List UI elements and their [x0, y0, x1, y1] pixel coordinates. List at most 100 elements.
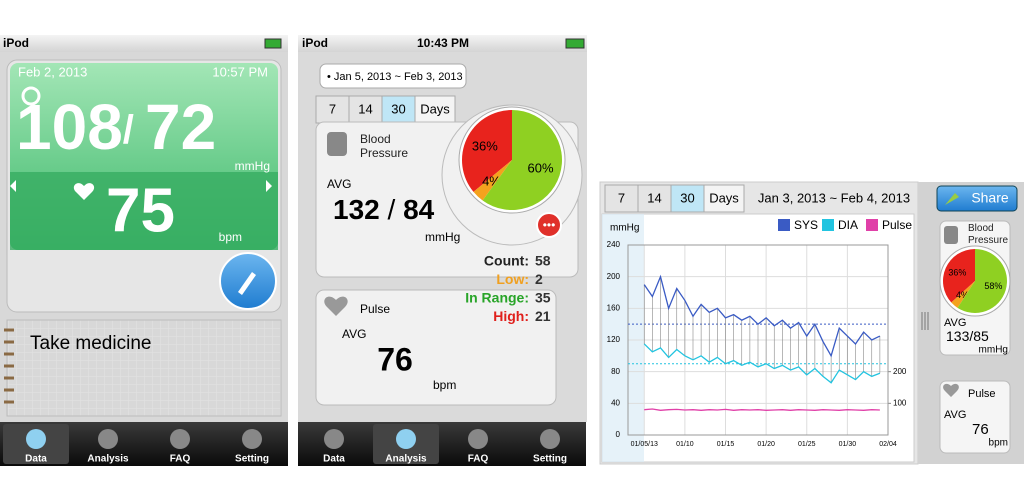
tab-icon[interactable] — [98, 429, 118, 449]
legend-swatch — [822, 219, 834, 231]
period-tabs: 7 14 30 Days — [604, 184, 745, 213]
stat-value: 21 — [535, 308, 551, 324]
carrier: iPod — [302, 36, 328, 50]
period-unit-box — [703, 184, 745, 213]
tab-icon[interactable] — [26, 429, 46, 449]
period-label: 14 — [358, 101, 372, 116]
pie-label: 4% — [956, 290, 969, 300]
heart-icon — [324, 296, 348, 316]
pie-slice — [942, 249, 975, 303]
status-bar — [298, 35, 587, 52]
period-tab[interactable] — [348, 95, 383, 124]
x-tick-label: 01/05/13 — [631, 441, 658, 448]
more-button[interactable] — [536, 212, 562, 238]
y2-tick-label: 100 — [893, 398, 907, 407]
pulse-card — [939, 380, 1011, 454]
rings — [4, 328, 14, 404]
bp-unit: mmHg — [235, 159, 270, 173]
period-unit: Days — [709, 190, 739, 205]
plot-frame — [627, 244, 889, 436]
pulse-band — [10, 172, 278, 250]
bp-avg: 132 / 84 — [333, 194, 435, 225]
stats: Count: 58 Low: 2 In Range: 35 High: 21 — [465, 253, 551, 325]
pen-icon — [238, 272, 256, 295]
y-tick-label: 240 — [607, 240, 621, 249]
y2-tick-label: 200 — [893, 367, 907, 376]
period-tab[interactable] — [637, 184, 672, 213]
legend-label: DIA — [838, 218, 858, 232]
pulse-unit: bpm — [989, 438, 1008, 449]
bp-value: 108/ 72 — [16, 91, 216, 163]
y-tick-label: 0 — [616, 430, 621, 439]
legend-label: SYS — [794, 218, 818, 232]
heart-icon — [73, 183, 95, 200]
time: 10:43 PM — [417, 36, 469, 50]
stat-value: 58 — [535, 253, 551, 269]
y-tick-label: 200 — [607, 272, 621, 281]
pulse-label: Pulse — [968, 388, 996, 400]
highlight-column — [602, 214, 644, 462]
share-button[interactable] — [936, 185, 1018, 212]
tab-bar-bg — [298, 422, 586, 466]
period-label: 7 — [618, 190, 625, 205]
pie-label: 60% — [528, 161, 554, 176]
y-tick-label: 160 — [607, 303, 621, 312]
diastolic: 85 — [973, 328, 989, 344]
period-label: 14 — [647, 190, 661, 205]
y-tick-label: 80 — [611, 367, 620, 376]
period-unit: Days — [420, 101, 450, 116]
tab-bar: Data Analysis FAQ Setting — [0, 422, 288, 466]
x-tick-label: 01/10 — [676, 441, 694, 448]
tab-icon[interactable] — [468, 429, 488, 449]
tab-icon[interactable] — [396, 429, 416, 449]
x-tick-label: 01/15 — [717, 441, 735, 448]
heart-icon — [943, 383, 959, 397]
tab-icon[interactable] — [242, 429, 262, 449]
tab-icon[interactable] — [170, 429, 190, 449]
pulse-value: 75 — [106, 176, 175, 245]
status-bar — [0, 35, 288, 52]
tab-icon[interactable] — [540, 429, 560, 449]
tab-icon[interactable] — [324, 429, 344, 449]
battery — [264, 38, 282, 49]
pie-slice — [461, 110, 512, 192]
stat-value: 35 — [535, 290, 551, 306]
pulse-label: Pulse — [360, 302, 390, 316]
note: Take medicine — [30, 333, 151, 354]
line-chart: 0 40 80 120 160 200 240 100 200 01/05/13 01/10 01/1… — [607, 218, 913, 448]
systolic: 108 — [16, 91, 123, 163]
tab-label: FAQ — [170, 454, 191, 465]
x-tick-label: 01/30 — [839, 441, 857, 448]
period-tab[interactable] — [604, 184, 639, 213]
bp-icon — [21, 86, 41, 106]
bp-unit: mmHg — [425, 230, 460, 244]
bp-icon — [944, 226, 958, 244]
period-tab[interactable] — [670, 184, 705, 213]
avg-label: AVG — [342, 327, 366, 341]
range: Jan 3, 2013 ~ Feb 4, 2013 — [758, 190, 910, 205]
legend-swatch — [866, 219, 878, 231]
legend-label: Pulse — [882, 218, 912, 232]
period-tabs: 7 14 30 Days — [315, 95, 456, 124]
x-tick-label: 02/04 — [879, 441, 897, 448]
stat-label: High: — [493, 308, 529, 324]
pie-label: 36% — [948, 268, 966, 278]
y-tick-label: 40 — [611, 398, 620, 407]
tab-label: Setting — [533, 454, 567, 465]
bp-unit: mmHg — [979, 345, 1008, 356]
pulse-card — [315, 289, 557, 406]
tab-label: Data — [323, 454, 345, 465]
avg-label: AVG — [944, 317, 966, 329]
share-label: Share — [971, 190, 1009, 206]
stat-label: Low: — [496, 271, 529, 287]
period-unit-box — [414, 95, 456, 124]
range-bubble — [319, 63, 467, 89]
pie: 36% 4% 58% — [939, 245, 1011, 317]
y-tick-label: 120 — [607, 335, 621, 344]
grip[interactable] — [921, 312, 929, 330]
note-card — [6, 319, 282, 417]
pie-slice — [957, 249, 1008, 313]
pie-label: 58% — [984, 281, 1002, 291]
tab-label: Data — [25, 454, 47, 465]
diastolic: 72 — [145, 91, 216, 163]
